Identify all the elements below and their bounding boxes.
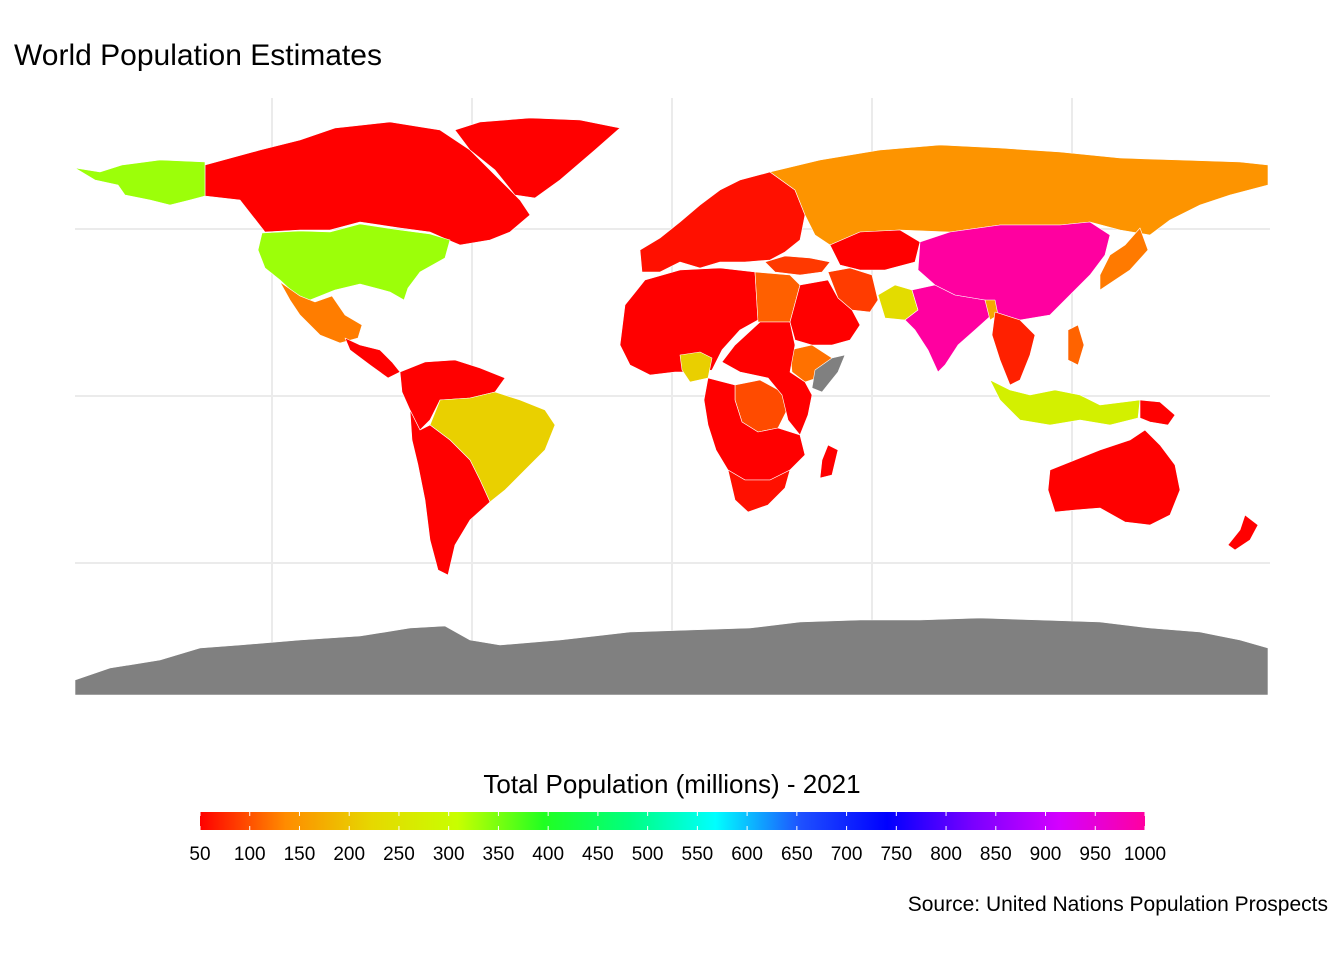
legend-title: Total Population (millions) - 2021 [483,769,861,799]
region-europe [639,171,806,273]
legend-tick-label: 650 [780,844,813,865]
region-central-america [344,337,401,379]
legend-tick-marks [199,812,1146,830]
region-greenland [454,117,621,199]
region-mexico [279,281,363,344]
legend-colorbar [200,812,1145,830]
legend-tick-label: 350 [482,844,515,865]
region-north-west-africa [619,267,759,376]
legend-tick-label: 500 [631,844,664,865]
legend-tick-label: 900 [1029,844,1062,865]
legend-tick-label: 600 [731,844,763,865]
legend-tick-label: 200 [333,844,366,865]
legend-tick-label: 300 [432,844,465,865]
region-southern-south-america [409,409,491,576]
region-madagascar [819,444,839,479]
region-alaska-usa [74,159,206,206]
region-southern-africa [703,377,806,481]
region-nigeria [679,351,713,383]
legend-tick-label: 850 [979,844,1012,865]
region-china [917,221,1111,321]
map-title: World Population Estimates [14,39,382,72]
region-turkey [764,255,831,276]
region-new-zealand [1227,514,1259,551]
legend-tick-label: 700 [830,844,863,865]
legend-tick-label: 550 [681,844,714,865]
legend-tick-labels: 50 100 150 200 250 300 350 400 450 500 550 600 650 70… [0,842,1344,868]
legend-tick-label: 100 [233,844,266,865]
region-antarctica [74,617,1269,696]
region-central-asia [829,229,921,271]
legend-tick-label: 950 [1079,844,1112,865]
region-south-east-asia [991,311,1036,386]
legend-tick-label: 800 [930,844,962,865]
legend-tick-label: 750 [880,844,913,865]
map-caption: Source: United Nations Population Prospe… [907,893,1328,916]
region-south-africa [727,469,791,513]
legend-tick-label: 1000 [1123,844,1167,865]
legend-tick-label: 150 [283,844,316,865]
region-canada [204,121,531,246]
region-indonesia [989,379,1141,426]
legend-tick-label: 400 [532,844,565,865]
region-papua-new-guinea [1139,399,1176,426]
region-australia [1047,429,1181,526]
region-japan [1099,227,1149,291]
region-philippines [1067,324,1085,366]
legend-tick-label: 50 [189,844,211,865]
region-middle-east [789,279,861,346]
legend-tick-label: 250 [383,844,415,865]
region-somalia [811,354,846,393]
legend-tick-label: 450 [582,844,614,865]
region-usa [257,223,451,301]
